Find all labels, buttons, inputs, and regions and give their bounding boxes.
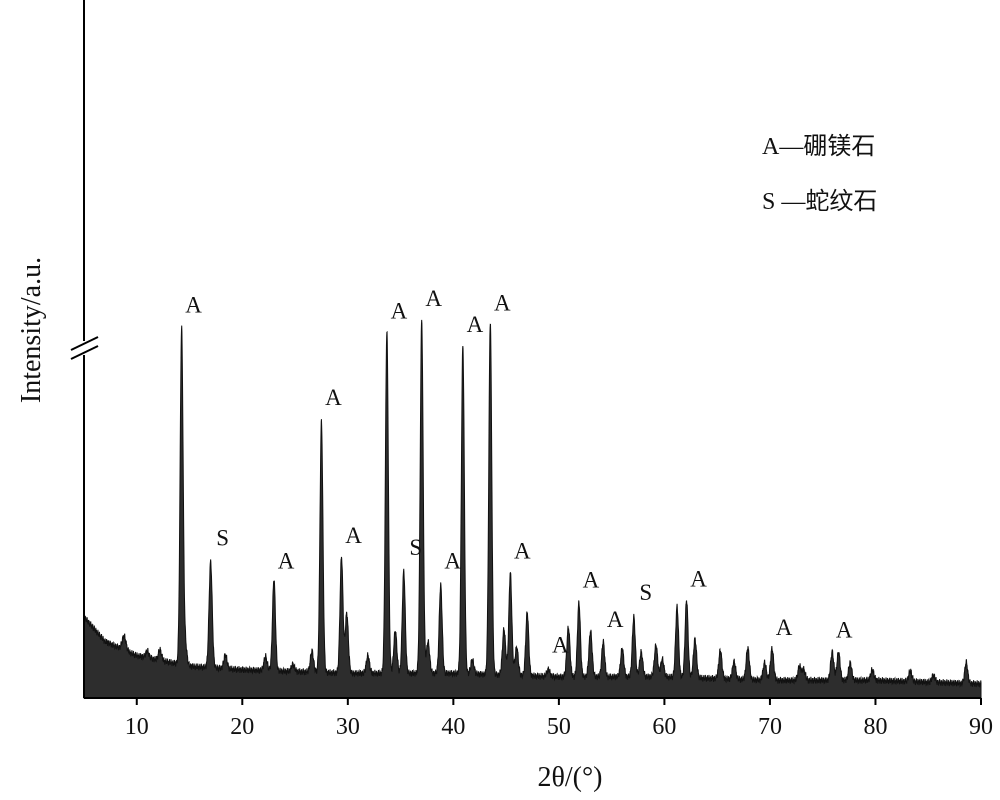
peak-label-a: A (325, 385, 342, 410)
peak-label-a: A (494, 290, 511, 315)
x-tick-label: 10 (125, 714, 149, 740)
x-tick-group: 10 20 30 40 50 60 70 80 90 (125, 698, 993, 740)
peak-label-a: A (552, 633, 569, 658)
legend-entry-s: S —蛇纹石 (762, 188, 877, 215)
x-tick-label: 70 (758, 714, 782, 740)
x-tick-label: 40 (441, 714, 465, 740)
peak-label-a: A (607, 607, 624, 632)
peak-label-a: A (185, 293, 202, 318)
legend-entry-a: A—硼镁石 (762, 133, 875, 160)
peak-label-s: S (216, 525, 229, 550)
peak-label-s: S (639, 580, 652, 605)
x-tick-label: 80 (863, 714, 887, 740)
peak-label-a: A (467, 312, 484, 337)
peak-label-a: A (444, 548, 461, 573)
peak-label-a: A (345, 523, 362, 548)
y-axis (70, 0, 99, 698)
x-tick-label: 50 (547, 714, 571, 740)
legend: A—硼镁石 S —蛇纹石 (762, 133, 877, 215)
peak-label-a: A (690, 567, 707, 592)
peak-label-a: A (425, 286, 442, 311)
peak-label-s: S (409, 535, 422, 560)
plot-area (83, 319, 982, 699)
y-axis-title: Intensity/a.u. (16, 257, 47, 403)
x-tick-label: 20 (230, 714, 254, 740)
x-tick-label: 60 (652, 714, 676, 740)
x-tick-label: 90 (969, 714, 993, 740)
x-tick-label: 30 (336, 714, 360, 740)
y-axis-break-mark-2 (70, 345, 99, 360)
y-axis-break-mark-1 (70, 336, 99, 351)
peak-label-a: A (278, 548, 295, 573)
peak-label-a: A (836, 618, 853, 643)
peak-label-a: A (514, 539, 531, 564)
xrd-spectrum-area (83, 319, 982, 699)
peak-label-a: A (776, 615, 793, 640)
peak-label-a: A (391, 298, 408, 323)
peak-label-a: A (583, 568, 600, 593)
x-axis-title: 2θ/(°) (537, 762, 602, 793)
